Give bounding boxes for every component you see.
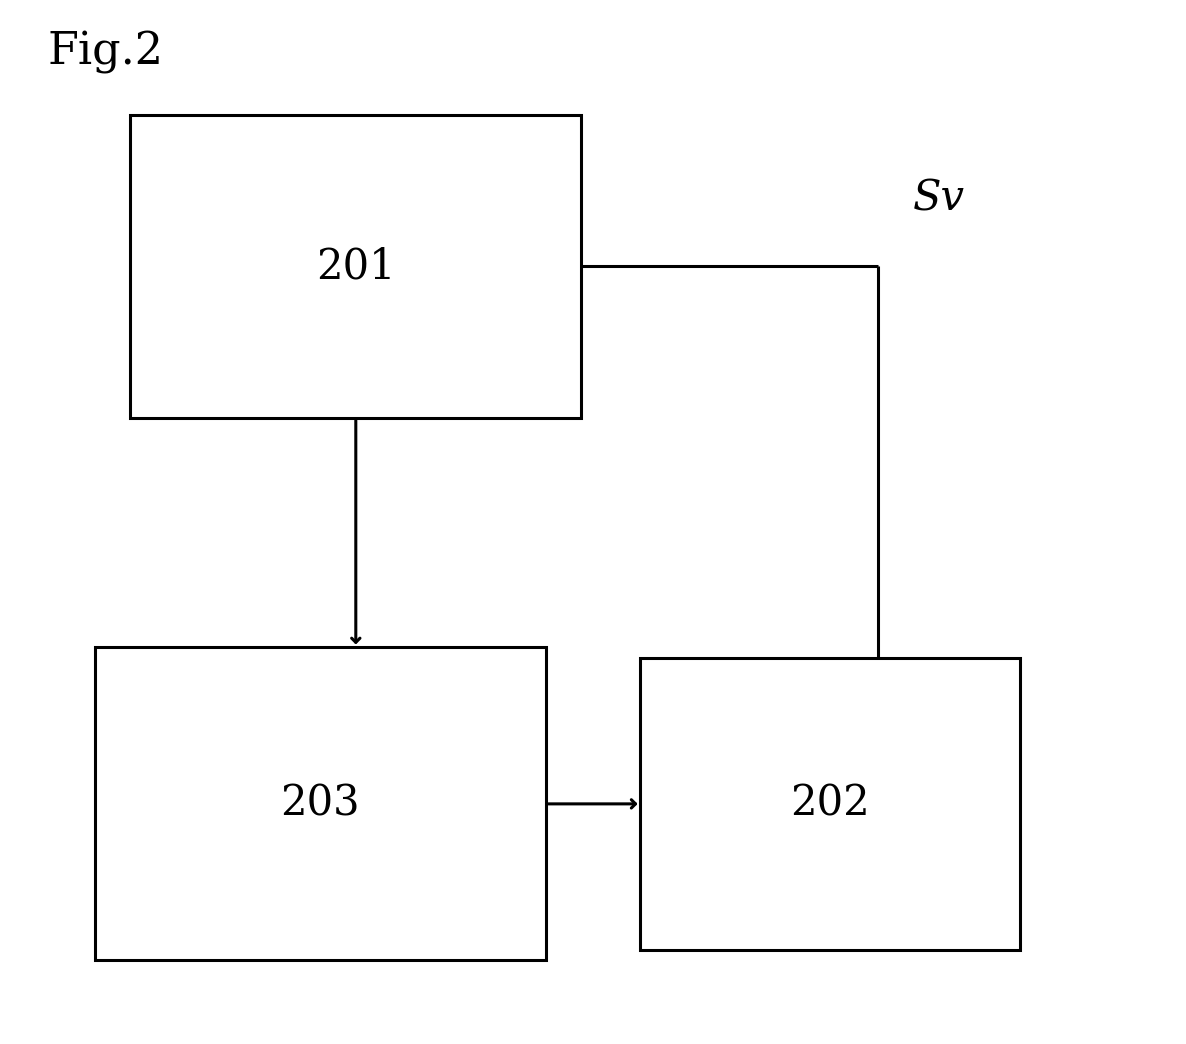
Bar [640,658,1020,950]
Text: Sv: Sv [913,177,965,219]
Bar [130,115,581,418]
Text: Fig.2: Fig.2 [47,30,164,74]
Text: 202: 202 [790,783,871,825]
Text: 203: 203 [280,783,361,825]
Bar [95,647,546,960]
Text: 201: 201 [315,245,396,287]
